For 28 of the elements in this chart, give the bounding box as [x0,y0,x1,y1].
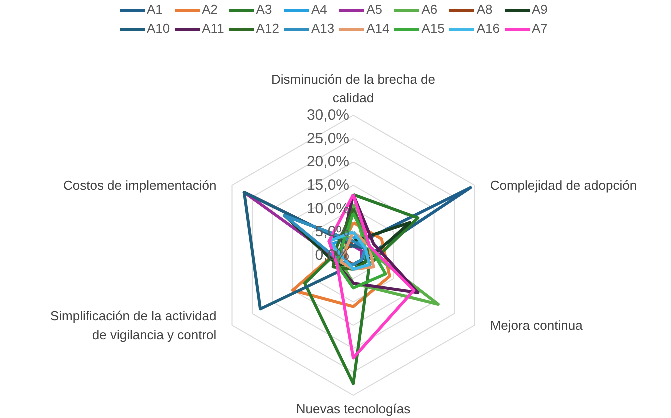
spoke-label: Nuevas tecnologías [296,402,412,416]
y-tick-label: 25,0% [306,130,350,148]
spoke-label: Complejidad de adopción [490,178,638,193]
spoke-label: Disminución de la brecha de calidad [271,72,436,106]
y-tick-label: 15,0% [306,177,350,194]
legend-label: A1 [146,2,164,17]
legend-label: A7 [532,21,549,36]
spoke-label: Mejora continua [490,318,584,333]
legend-label: A9 [532,2,549,17]
legend-label: A6 [422,2,439,17]
legend-label: A11 [202,21,224,36]
legend-label: A16 [476,21,500,36]
legend-label: A5 [366,2,384,17]
legend-label: A14 [366,21,390,36]
legend-label: A3 [256,2,274,17]
legend-label: A12 [256,21,280,36]
legend-label: A13 [311,21,335,36]
legend-label: A10 [146,21,170,36]
y-tick-label: 0,0% [315,247,350,264]
y-tick-label: 20,0% [306,154,350,171]
legend-label: A8 [476,2,494,17]
y-tick-label: 5,0% [315,224,350,241]
legend-label: A15 [422,21,445,36]
spoke-label: Costos de implementación [63,178,217,193]
y-tick-label: 30,0% [306,107,350,124]
legend-label: A4 [311,2,328,17]
spoke-label: Simplificación de la actividad de vigilancia y control [50,308,217,342]
legend-label: A2 [202,2,220,17]
